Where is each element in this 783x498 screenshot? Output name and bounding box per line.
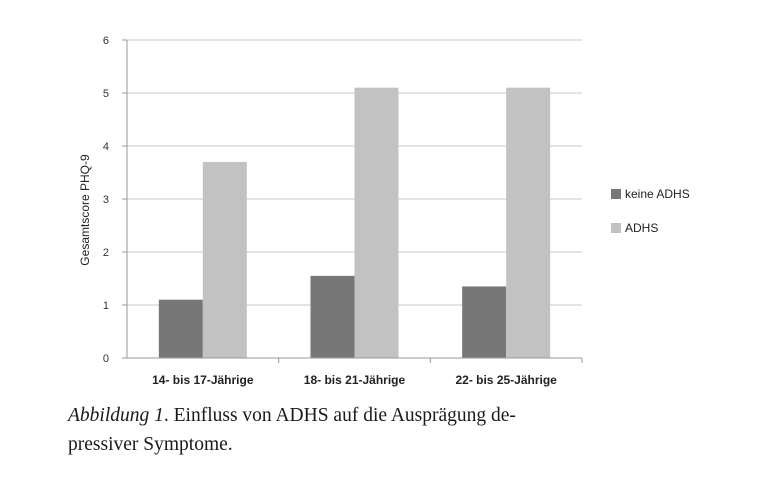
bar-adhs [506,87,551,358]
caption-text-line1: . Einfluss von ADHS auf die Ausprägung d… [163,405,516,426]
y-tick-label: 4 [103,141,109,153]
bar-adhs [354,87,399,358]
y-tick-label: 5 [103,88,109,100]
figure-label: Abbildung 1 [68,405,164,426]
legend-swatch [611,189,621,199]
y-tick-label: 6 [103,35,109,47]
y-axis-label: Gesamtscore PHQ-9 [78,154,92,266]
bar-adhs [202,161,247,358]
y-tick-label: 2 [103,247,109,259]
x-tick-label: 22- bis 25-Jährige [455,373,557,387]
legend-label: ADHS [625,221,658,235]
x-axis: 14- bis 17-Jährige 18- bis 21-Jährige 22- … [126,40,583,387]
legend: keine ADHS ADHS [611,187,690,235]
y-tick-label: 0 [103,353,109,365]
bar-keine-adhs [462,286,507,358]
bar-keine-adhs [158,299,203,358]
y-tick-label: 1 [103,300,109,312]
x-tick-label: 18- bis 21-Jährige [304,373,406,387]
legend-swatch [611,223,621,233]
caption-text-line2: pressiver Symptome. [68,434,233,455]
bar-chart: 0 1 2 3 4 5 6 14- bis 17-Jährige 18- bis 21-Jäh… [78,35,690,387]
y-tick-label: 3 [103,194,109,206]
bars [158,87,551,358]
figure-caption: Abbildung 1. Einfluss von ADHS auf die A… [68,401,738,459]
x-tick-label: 14- bis 17-Jährige [152,373,254,387]
bar-keine-adhs [310,275,355,358]
y-axis-ticks: 0 1 2 3 4 5 6 [103,35,127,365]
legend-label: keine ADHS [625,187,690,201]
